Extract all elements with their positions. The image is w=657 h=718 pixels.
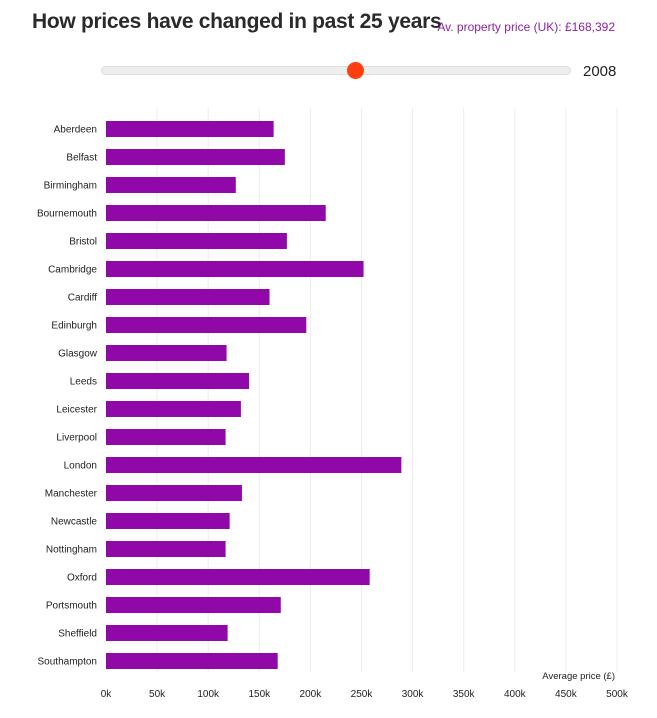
bar-leicester: [106, 401, 241, 417]
category-label: Edinburgh: [51, 321, 97, 332]
bar-birmingham: [106, 177, 236, 193]
category-label: Leeds: [70, 377, 97, 388]
category-label: Manchester: [45, 489, 98, 500]
x-tick-label: 300k: [402, 689, 425, 700]
bar-portsmouth: [106, 597, 281, 613]
x-tick-label: 250k: [351, 689, 374, 700]
bar-sheffield: [106, 625, 228, 641]
x-tick-label: 500k: [606, 689, 629, 700]
page-title: How prices have changed in past 25 years: [32, 10, 442, 33]
category-label: Southampton: [38, 657, 98, 668]
category-label: Cambridge: [48, 265, 97, 276]
category-label: Cardiff: [68, 293, 97, 304]
average-price-label: Av. property price (UK): £168,392: [437, 20, 615, 34]
bar-bournemouth: [106, 205, 326, 221]
x-tick-label: 200k: [300, 689, 323, 700]
category-label: Oxford: [67, 573, 97, 584]
category-label: Bournemouth: [37, 209, 97, 220]
bar-london: [106, 457, 402, 473]
bar-newcastle: [106, 513, 230, 529]
x-axis-label: Average price (£): [542, 671, 615, 682]
category-label: Aberdeen: [54, 125, 97, 136]
bar-aberdeen: [106, 121, 274, 137]
x-tick-label: 450k: [555, 689, 578, 700]
bar-southampton: [106, 653, 278, 669]
bar-leeds: [106, 373, 250, 389]
category-label: Newcastle: [51, 517, 98, 528]
category-label: Glasgow: [58, 349, 98, 360]
bar-manchester: [106, 485, 242, 501]
year-slider-track[interactable]: [101, 66, 571, 75]
bar-oxford: [106, 569, 370, 585]
category-label: Sheffield: [58, 629, 97, 640]
x-tick-label: 100k: [197, 689, 220, 700]
category-label: London: [64, 461, 97, 472]
bar-liverpool: [106, 429, 226, 445]
x-tick-label: 350k: [453, 689, 476, 700]
bar-cambridge: [106, 261, 364, 277]
x-tick-label: 50k: [149, 689, 166, 700]
category-label: Leicester: [56, 405, 97, 416]
bar-nottingham: [106, 541, 226, 557]
category-label: Portsmouth: [46, 601, 97, 612]
category-label: Belfast: [66, 153, 97, 164]
year-slider-thumb[interactable]: [346, 62, 364, 79]
x-tick-label: 400k: [504, 689, 527, 700]
category-label: Birmingham: [44, 181, 97, 192]
x-tick-label: 0k: [101, 689, 113, 700]
bar-cardiff: [106, 289, 270, 305]
bar-glasgow: [106, 345, 227, 361]
bar-edinburgh: [106, 317, 307, 333]
category-label: Bristol: [69, 237, 97, 248]
year-label: 2008: [583, 63, 617, 80]
bar-belfast: [106, 149, 285, 165]
bar-bristol: [106, 233, 287, 249]
category-label: Liverpool: [56, 433, 97, 444]
category-label: Nottingham: [46, 545, 97, 556]
x-tick-label: 150k: [248, 689, 271, 700]
